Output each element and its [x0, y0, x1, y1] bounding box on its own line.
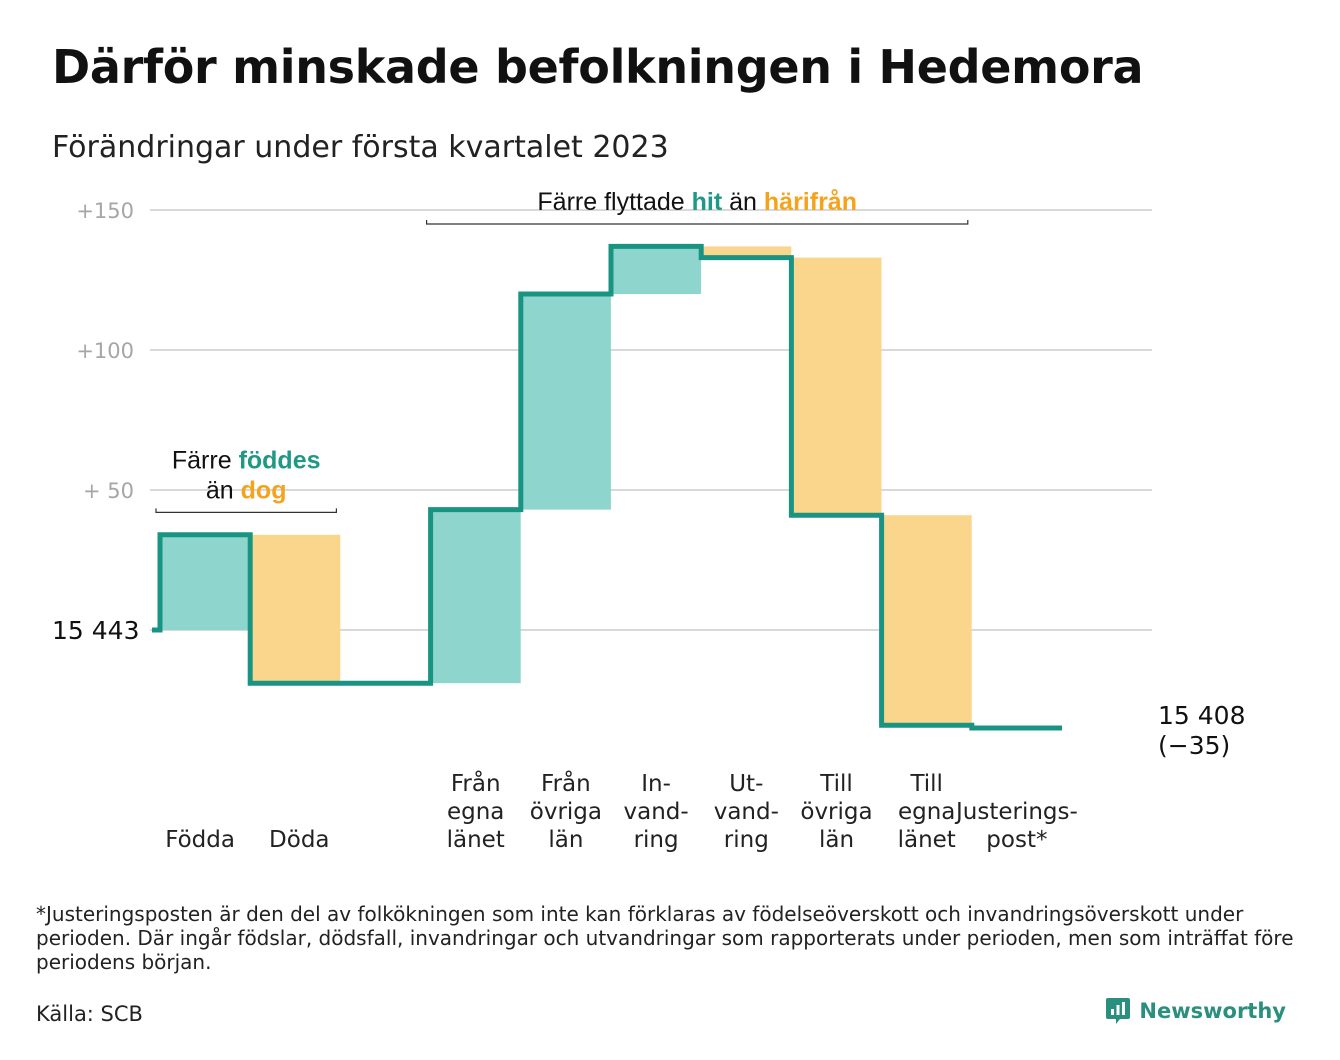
category-label: post* — [986, 827, 1047, 853]
start-value-label: 15 443 — [52, 616, 139, 645]
category-label: Från — [541, 769, 591, 797]
annotation-text-part: härifrån — [764, 188, 857, 216]
bar — [252, 534, 341, 684]
end-value-label: 15 408 — [1158, 701, 1245, 730]
bar — [162, 534, 251, 630]
category-label: län — [819, 827, 854, 853]
annotation-bracket — [426, 220, 969, 225]
category-label: In- — [641, 771, 671, 797]
category-label: vand- — [714, 799, 779, 825]
category-label: länet — [898, 827, 956, 853]
chart-subtitle: Förändringar under första kvartalet 2023 — [52, 130, 669, 165]
annotation-text-part: hit — [692, 188, 723, 216]
y-tick-label: +100 — [76, 339, 134, 363]
annotation-text: än dog — [206, 476, 287, 504]
annotation-text-part: än — [206, 476, 241, 504]
category-label: Döda — [269, 827, 329, 853]
waterfall-chart: +150 +100 + 50 15 443 15 408(−35) Födda Döda Fr… — [52, 188, 1245, 853]
category-label: Justerings- — [954, 799, 1078, 825]
chart-title: Därför minskade befolkningen i Hedemora — [52, 40, 1144, 94]
bar — [522, 294, 611, 510]
category-label: övriga — [800, 799, 872, 825]
annotation-text-part: Färre flyttade — [537, 188, 691, 216]
annotation-text-part: föddes — [239, 446, 321, 474]
category-label: övriga — [530, 799, 602, 825]
annotation-bracket — [155, 508, 337, 513]
annotation-text-part: dog — [241, 476, 287, 504]
category-label: Till — [909, 771, 943, 797]
population-step-line — [152, 243, 1062, 731]
category-label: egna — [898, 799, 955, 825]
source-label: Källa: SCB — [36, 1002, 143, 1026]
end-change-label: (−35) — [1158, 731, 1230, 760]
bar — [793, 257, 882, 516]
category-label: Till — [819, 771, 853, 797]
category-label: egna — [447, 799, 504, 825]
category-label: Födda — [165, 827, 235, 853]
annotation-text: Färre föddes — [172, 446, 321, 474]
newsworthy-logo-icon — [1106, 998, 1131, 1024]
category-label: ring — [634, 827, 679, 853]
category-label: Ut- — [729, 771, 763, 797]
footnote: *Justeringsposten är den del av folkökni… — [36, 902, 1294, 974]
annotation-text-part: Färre — [172, 446, 239, 474]
y-tick-label: + 50 — [83, 479, 134, 503]
category-label: Från — [451, 769, 501, 797]
category-label: vand- — [624, 799, 689, 825]
bar — [883, 515, 972, 726]
category-label: ring — [724, 827, 769, 853]
category-label: länet — [447, 827, 505, 853]
bar — [703, 246, 792, 258]
category-label: län — [548, 827, 583, 853]
brand-name: Newsworthy — [1139, 999, 1286, 1023]
bar — [432, 509, 521, 684]
annotation-text: Färre flyttade hit än härifrån — [537, 188, 857, 216]
y-tick-label: +150 — [76, 199, 134, 223]
brand: Newsworthy — [1105, 996, 1286, 1026]
bar — [613, 246, 702, 294]
annotation-text-part: än — [722, 188, 764, 216]
